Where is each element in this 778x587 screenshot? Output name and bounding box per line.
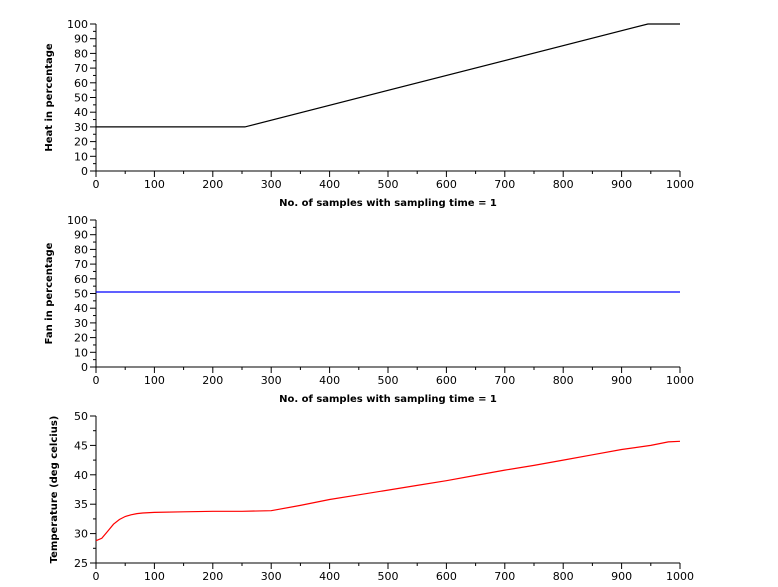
- y-tick-label: 20: [74, 332, 88, 345]
- x-tick-label: 1000: [666, 178, 694, 191]
- x-tick-label: 800: [553, 570, 574, 583]
- x-tick-label: 600: [436, 178, 457, 191]
- y-axis-label: Temperature (deg celcius): [49, 416, 60, 564]
- x-tick-label: 500: [378, 570, 399, 583]
- x-tick-label: 700: [494, 374, 515, 387]
- y-tick-label: 30: [74, 317, 88, 330]
- x-tick-label: 100: [144, 570, 165, 583]
- y-axis-label: Fan in percentage: [44, 242, 55, 344]
- y-tick-label: 60: [74, 77, 88, 90]
- y-tick-label: 30: [74, 528, 88, 541]
- y-tick-label: 100: [67, 18, 88, 31]
- series-line: [95, 440, 681, 542]
- y-tick-label: 50: [74, 92, 88, 105]
- x-tick-label: 800: [553, 374, 574, 387]
- x-tick-label: 100: [144, 178, 165, 191]
- x-tick-label: 400: [319, 178, 340, 191]
- y-tick-label: 90: [74, 229, 88, 242]
- y-tick-label: 60: [74, 273, 88, 286]
- x-tick-label: 500: [378, 374, 399, 387]
- y-axis-label: Heat in percentage: [44, 43, 55, 152]
- x-tick-label: 100: [144, 374, 165, 387]
- y-tick-label: 40: [74, 469, 88, 482]
- y-tick-label: 50: [74, 410, 88, 423]
- y-tick-label: 10: [74, 150, 88, 163]
- x-tick-label: 300: [261, 374, 282, 387]
- x-tick-label: 600: [436, 570, 457, 583]
- x-tick-label: 0: [93, 374, 100, 387]
- x-tick-label: 400: [319, 570, 340, 583]
- x-tick-label: 200: [202, 374, 223, 387]
- x-axis-label: No. of samples with sampling time = 1: [279, 394, 497, 405]
- series-line: [96, 23, 680, 128]
- y-tick-label: 40: [74, 106, 88, 119]
- x-tick-label: 500: [378, 178, 399, 191]
- y-tick-label: 90: [74, 33, 88, 46]
- y-tick-label: 20: [74, 136, 88, 149]
- x-tick-label: 1000: [666, 374, 694, 387]
- x-tick-label: 0: [93, 178, 100, 191]
- x-tick-label: 300: [261, 178, 282, 191]
- y-tick-label: 80: [74, 243, 88, 256]
- y-tick-label: 30: [74, 121, 88, 134]
- x-tick-label: 800: [553, 178, 574, 191]
- x-tick-label: 700: [494, 570, 515, 583]
- y-tick-label: 0: [81, 361, 88, 374]
- y-tick-label: 35: [74, 498, 88, 511]
- x-tick-label: 900: [611, 374, 632, 387]
- y-tick-label: 0: [81, 165, 88, 178]
- x-tick-label: 900: [611, 570, 632, 583]
- x-tick-label: 600: [436, 374, 457, 387]
- y-tick-label: 80: [74, 47, 88, 60]
- x-tick-label: 200: [202, 178, 223, 191]
- x-tick-label: 900: [611, 178, 632, 191]
- x-tick-label: 300: [261, 570, 282, 583]
- x-tick-label: 1000: [666, 570, 694, 583]
- y-tick-label: 40: [74, 302, 88, 315]
- x-tick-label: 700: [494, 178, 515, 191]
- x-tick-label: 0: [93, 570, 100, 583]
- y-tick-label: 45: [74, 439, 88, 452]
- y-tick-label: 70: [74, 62, 88, 75]
- x-tick-label: 200: [202, 570, 223, 583]
- y-tick-label: 50: [74, 288, 88, 301]
- x-axis-label: No. of samples with sampling time = 1: [279, 198, 497, 209]
- y-tick-label: 70: [74, 258, 88, 271]
- x-tick-label: 400: [319, 374, 340, 387]
- y-tick-label: 100: [67, 214, 88, 227]
- y-tick-label: 25: [74, 557, 88, 570]
- y-tick-label: 10: [74, 346, 88, 359]
